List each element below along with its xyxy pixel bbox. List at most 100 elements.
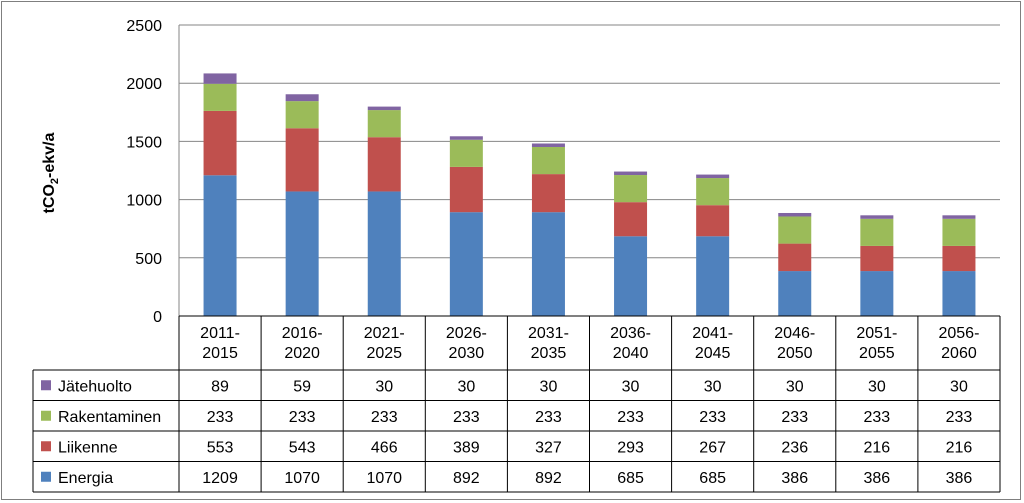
legend-label: Liikenne <box>58 439 118 456</box>
legend-label: Jätehuolto <box>58 378 132 395</box>
bar-segment-rakentaminen <box>285 101 319 129</box>
bar-segment-rakentaminen <box>778 216 812 244</box>
bar-segment-liikenne <box>696 205 730 237</box>
x-tick-label: 2016-2020 <box>282 325 323 362</box>
bar-segment-jätehuolto <box>860 215 894 219</box>
bar-segment-energia <box>614 236 648 316</box>
table-cell-value: 543 <box>289 439 316 456</box>
table-cell-value: 233 <box>207 409 234 426</box>
table-cell-value: 389 <box>453 439 480 456</box>
x-tick-label: 2056-2060 <box>938 325 979 362</box>
table-cell-value: 30 <box>540 378 558 395</box>
bar-segment-energia <box>449 212 483 316</box>
table-cell-value: 30 <box>786 378 804 395</box>
table-cell-value: 685 <box>699 470 726 487</box>
table-cell-value: 233 <box>371 409 398 426</box>
table-cell-value: 30 <box>704 378 722 395</box>
bar-segment-rakentaminen <box>942 218 976 246</box>
x-tick-label: 2036-2040 <box>610 325 651 362</box>
table-cell-value: 89 <box>211 378 229 395</box>
bar-segment-energia <box>285 191 319 316</box>
legend-swatch-liikenne <box>41 441 51 452</box>
bar-segment-jätehuolto <box>614 171 648 176</box>
table-cell-value: 233 <box>781 409 808 426</box>
bar-segment-energia <box>696 236 730 316</box>
y-tick-label: 1500 <box>126 134 162 151</box>
table-cell-value: 233 <box>535 409 562 426</box>
table-cell-value: 59 <box>293 378 311 395</box>
y-axis-label: tCO2-ekv/a <box>41 132 61 213</box>
table-cell-value: 233 <box>617 409 644 426</box>
legend-label: Rakentaminen <box>58 409 161 426</box>
table-cell-value: 553 <box>207 439 234 456</box>
bar-segment-jätehuolto <box>203 73 237 84</box>
bar-segment-energia <box>367 191 401 316</box>
table-cell-value: 1209 <box>202 470 238 487</box>
legend-swatch-jätehuolto <box>41 380 51 391</box>
x-tick-label: 2041-2045 <box>692 325 733 362</box>
bar-segment-liikenne <box>203 110 237 176</box>
table-cell-value: 233 <box>863 409 890 426</box>
table-cell-value: 386 <box>863 470 890 487</box>
legend-label: Energia <box>58 470 113 487</box>
table-cell-value: 267 <box>699 439 726 456</box>
table-cell-value: 30 <box>868 378 886 395</box>
bar-segment-jätehuolto <box>942 215 976 219</box>
table-cell-value: 293 <box>617 439 644 456</box>
legend-swatch-energia <box>41 471 51 482</box>
bar-segment-liikenne <box>778 243 812 272</box>
bar-segment-jätehuolto <box>696 174 730 179</box>
bar-segment-liikenne <box>285 128 319 192</box>
table-cell-value: 216 <box>863 439 890 456</box>
x-tick-label: 2011-2015 <box>200 325 240 362</box>
table-cell-value: 233 <box>289 409 316 426</box>
x-tick-label: 2021-2025 <box>364 325 405 362</box>
table-cell-value: 30 <box>950 378 968 395</box>
bar-segment-liikenne <box>367 137 401 192</box>
table-cell-value: 236 <box>781 439 808 456</box>
bar-segment-liikenne <box>531 174 565 213</box>
y-axis-ticks: 0 500 1000 1500 2000 2500 <box>126 18 162 326</box>
table-cell-value: 233 <box>699 409 726 426</box>
table-cell-value: 892 <box>453 470 480 487</box>
y-tick-label: 1000 <box>126 193 162 210</box>
y-tick-label: 500 <box>135 251 162 268</box>
table-cell-value: 892 <box>535 470 562 487</box>
x-tick-label: 2026-2030 <box>446 325 487 362</box>
table-cell-value: 327 <box>535 439 562 456</box>
bar-segment-jätehuolto <box>285 94 319 102</box>
bar-segment-rakentaminen <box>203 83 237 111</box>
bar-segment-rakentaminen <box>449 139 483 167</box>
table-cell-value: 216 <box>946 439 973 456</box>
table-cell-value: 233 <box>453 409 480 426</box>
legend-swatch-rakentaminen <box>41 410 51 421</box>
bar-segment-liikenne <box>942 245 976 272</box>
bar-segment-liikenne <box>860 245 894 272</box>
x-tick-label: 2051-2055 <box>856 325 897 362</box>
bar-segment-rakentaminen <box>860 218 894 246</box>
x-tick-label: 2046-2050 <box>774 325 815 362</box>
bar-segment-energia <box>860 271 894 316</box>
y-tick-label: 2000 <box>126 76 162 93</box>
bar-segment-energia <box>942 271 976 316</box>
y-tick-label: 2500 <box>126 18 162 35</box>
table-cell-value: 233 <box>946 409 973 426</box>
table-cell-value: 1070 <box>366 470 402 487</box>
bar-segment-liikenne <box>449 166 483 213</box>
bar-segment-jätehuolto <box>449 136 483 140</box>
table-cell-value: 386 <box>946 470 973 487</box>
bar-segment-jätehuolto <box>531 143 565 147</box>
table-cell-value: 30 <box>622 378 640 395</box>
bar-segment-rakentaminen <box>367 110 401 138</box>
bar-segment-rakentaminen <box>696 178 730 206</box>
bar-segment-energia <box>778 271 812 316</box>
bar-segment-liikenne <box>614 202 648 237</box>
bars <box>203 73 976 316</box>
data-table: 2011-2015 2016-2020 2021-2025 2026-2030 2031… <box>32 315 1001 493</box>
bar-segment-rakentaminen <box>614 175 648 203</box>
table-cell-value: 386 <box>781 470 808 487</box>
bar-segment-jätehuolto <box>367 106 401 111</box>
table-cell-value: 30 <box>457 378 475 395</box>
x-tick-label: 2031-2035 <box>528 325 569 362</box>
